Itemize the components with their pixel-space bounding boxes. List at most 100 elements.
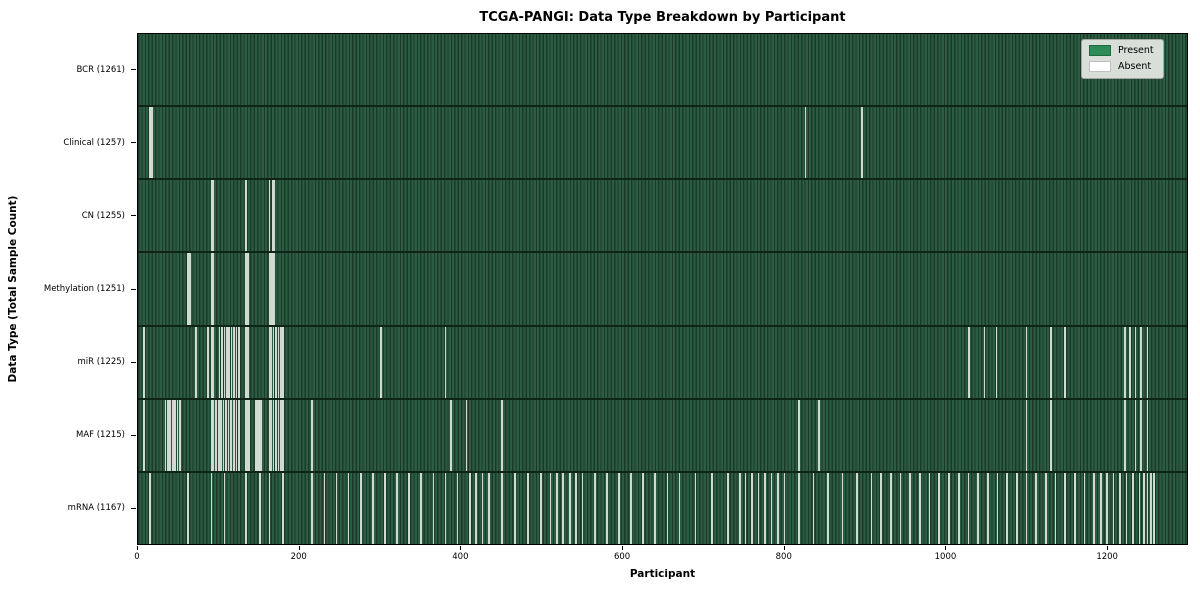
- absent-line: [222, 399, 225, 471]
- absent-line: [1134, 399, 1137, 471]
- absent-line: [739, 472, 741, 544]
- ytick-mark: [131, 69, 136, 71]
- absent-line: [555, 472, 558, 544]
- absent-line: [1146, 399, 1149, 471]
- xtick-mark: [298, 546, 300, 550]
- absent-line: [372, 472, 374, 544]
- absent-line: [450, 399, 452, 471]
- absent-line: [710, 472, 713, 544]
- absent-line: [1112, 472, 1115, 544]
- absent-line: [246, 326, 249, 398]
- absent-line: [210, 326, 213, 398]
- absent-line: [246, 399, 249, 471]
- absent-line: [562, 472, 565, 544]
- ytick-mark: [131, 142, 136, 144]
- xtick-mark: [137, 546, 138, 550]
- absent-line: [384, 472, 386, 544]
- absent-line: [444, 326, 447, 398]
- absent-line: [245, 253, 247, 325]
- xtick-mark: [783, 546, 785, 550]
- absent-line: [150, 107, 153, 179]
- absent-line: [694, 472, 697, 544]
- absent-line: [919, 472, 921, 544]
- absent-line: [798, 472, 800, 544]
- absent-line: [259, 399, 262, 471]
- ytick-label-clinical: Clinical (1257): [63, 137, 125, 148]
- absent-line: [501, 399, 503, 471]
- absent-line: [1134, 326, 1137, 398]
- legend-entry-absent: Absent: [1089, 61, 1154, 72]
- ytick-label-mrna: mRNA (1167): [67, 503, 125, 514]
- absent-line: [983, 326, 986, 398]
- row-band-mrna: [138, 470, 1187, 544]
- absent-line: [1143, 472, 1146, 544]
- absent-line: [432, 472, 435, 544]
- ytick-label-maf: MAF (1215): [75, 430, 125, 441]
- absent-line: [245, 326, 247, 398]
- absent-line: [268, 326, 271, 398]
- plot-area: [137, 33, 1188, 545]
- xtick-label-0: 0: [134, 552, 140, 562]
- absent-line: [1064, 326, 1067, 398]
- ytick-mark: [131, 361, 136, 363]
- absent-line: [1006, 472, 1008, 544]
- absent-line: [1025, 326, 1028, 398]
- absent-line: [861, 107, 863, 179]
- ytick-label-methylation: Methylation (1251): [43, 284, 125, 294]
- absent-line: [1044, 472, 1047, 544]
- ytick-label-cn: CN (1255): [81, 210, 125, 221]
- absent-line: [986, 472, 989, 544]
- absent-line: [642, 472, 644, 544]
- xtick-label-800: 800: [775, 552, 792, 562]
- absent-line: [268, 472, 271, 544]
- absent-line: [1125, 472, 1128, 544]
- absent-line: [899, 472, 902, 544]
- absent-line: [606, 472, 608, 544]
- absent-line: [1035, 472, 1037, 544]
- absent-line: [225, 399, 227, 471]
- absent-line: [272, 326, 275, 398]
- absent-line: [880, 472, 883, 544]
- absent-line: [757, 472, 760, 544]
- absent-line: [1140, 326, 1142, 398]
- absent-line: [957, 472, 960, 544]
- absent-line: [210, 253, 213, 325]
- present-swatch-icon: [1089, 45, 1111, 56]
- xtick-label-1200: 1200: [1096, 552, 1118, 562]
- absent-line: [1106, 472, 1108, 544]
- absent-line: [347, 472, 350, 544]
- ytick-label-mir: miR (1225): [77, 357, 125, 368]
- absent-line: [223, 326, 226, 398]
- absent-line: [235, 399, 238, 471]
- absent-line: [272, 399, 275, 471]
- absent-line: [396, 472, 398, 544]
- absent-line: [928, 472, 931, 544]
- row-band-bcr: [138, 34, 1187, 106]
- x-axis-label: Participant: [629, 568, 696, 580]
- absent-line: [245, 180, 247, 252]
- absent-line: [468, 472, 471, 544]
- absent-line: [280, 399, 282, 471]
- absent-line: [248, 399, 251, 471]
- absent-line: [938, 472, 941, 544]
- xtick-label-200: 200: [290, 552, 307, 562]
- absent-line: [666, 472, 669, 544]
- absent-line: [167, 399, 169, 471]
- absent-line: [812, 472, 815, 544]
- absent-line: [654, 472, 657, 544]
- absent-line: [1132, 472, 1134, 544]
- absent-line: [142, 326, 145, 398]
- absent-line: [195, 326, 197, 398]
- absent-line: [420, 472, 423, 544]
- absent-line: [277, 399, 280, 471]
- absent-line: [804, 107, 807, 179]
- absent-line: [149, 107, 151, 179]
- absent-line: [444, 472, 447, 544]
- absent-line: [323, 472, 326, 544]
- absent-line: [218, 326, 221, 398]
- absent-line: [212, 180, 214, 252]
- absent-line: [174, 399, 176, 471]
- absent-line: [245, 399, 247, 471]
- chart-title: TCGA-PANGI: Data Type Breakdown by Parti…: [479, 10, 846, 25]
- absent-line: [220, 399, 222, 471]
